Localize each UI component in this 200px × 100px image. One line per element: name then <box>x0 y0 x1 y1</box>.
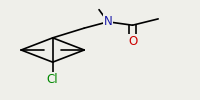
Text: O: O <box>128 35 137 48</box>
Text: N: N <box>104 15 112 28</box>
Text: Cl: Cl <box>47 73 58 86</box>
